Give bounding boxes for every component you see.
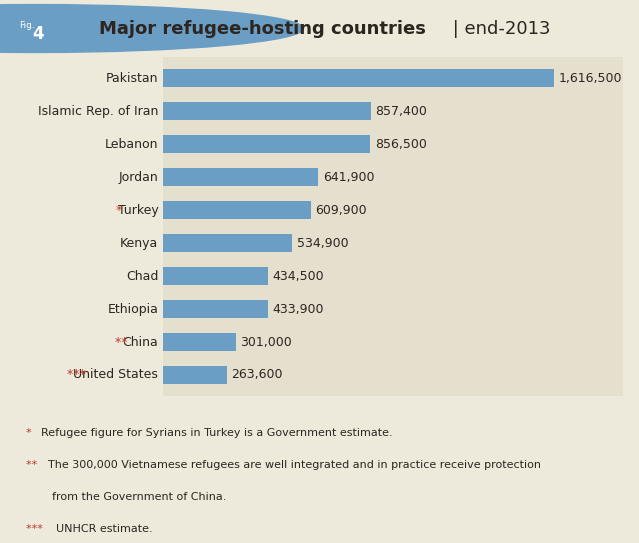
- Text: Pakistan: Pakistan: [106, 72, 158, 85]
- Text: United States: United States: [73, 369, 158, 382]
- Text: 856,500: 856,500: [374, 138, 427, 151]
- Bar: [163, 135, 371, 153]
- Text: Lebanon: Lebanon: [105, 138, 158, 151]
- Text: 301,000: 301,000: [240, 336, 292, 349]
- Bar: [163, 333, 236, 351]
- Text: ***: ***: [26, 525, 46, 534]
- Text: Islamic Rep. of Iran: Islamic Rep. of Iran: [38, 105, 158, 118]
- Bar: [163, 267, 268, 285]
- Text: China: China: [123, 336, 158, 349]
- Text: Fig.: Fig.: [19, 21, 35, 30]
- Text: Turkey: Turkey: [118, 204, 158, 217]
- Bar: [163, 168, 318, 186]
- Bar: [163, 234, 293, 252]
- Text: Kenya: Kenya: [120, 237, 158, 250]
- Bar: [163, 70, 555, 87]
- Text: 263,600: 263,600: [231, 369, 282, 382]
- Text: *: *: [26, 428, 35, 438]
- Text: from the Government of China.: from the Government of China.: [52, 492, 226, 502]
- Text: 534,900: 534,900: [297, 237, 348, 250]
- Text: ***: ***: [67, 369, 89, 382]
- Text: 641,900: 641,900: [323, 171, 374, 184]
- Text: *: *: [116, 204, 127, 217]
- Text: Ethiopia: Ethiopia: [107, 302, 158, 315]
- Text: 434,500: 434,500: [272, 270, 324, 282]
- Text: UNHCR estimate.: UNHCR estimate.: [56, 525, 153, 534]
- Text: 609,900: 609,900: [315, 204, 367, 217]
- Text: | end-2013: | end-2013: [447, 20, 551, 37]
- Text: **: **: [26, 460, 40, 470]
- Bar: [163, 366, 227, 384]
- Circle shape: [0, 4, 304, 53]
- Text: Refugee figure for Syrians in Turkey is a Government estimate.: Refugee figure for Syrians in Turkey is …: [41, 428, 392, 438]
- Text: 1,616,500: 1,616,500: [558, 72, 622, 85]
- Text: The 300,000 Vietnamese refugees are well integrated and in practice receive prot: The 300,000 Vietnamese refugees are well…: [49, 460, 541, 470]
- Text: **: **: [116, 336, 132, 349]
- Text: 433,900: 433,900: [272, 302, 324, 315]
- Bar: [163, 300, 268, 318]
- Bar: [163, 201, 311, 219]
- Text: Chad: Chad: [126, 270, 158, 282]
- Text: Jordan: Jordan: [119, 171, 158, 184]
- Text: 857,400: 857,400: [375, 105, 427, 118]
- Bar: [163, 102, 371, 121]
- Text: Major refugee-hosting countries: Major refugee-hosting countries: [99, 20, 426, 37]
- Text: 4: 4: [33, 25, 44, 43]
